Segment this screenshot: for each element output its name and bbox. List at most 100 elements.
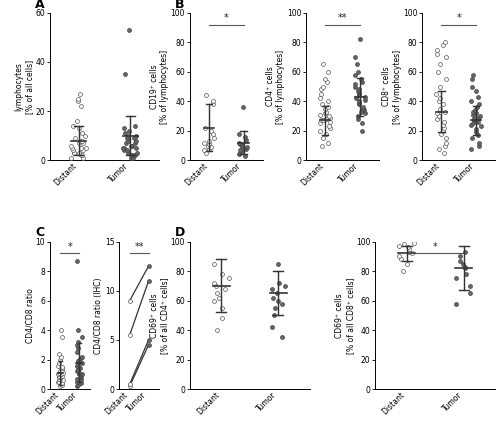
Text: A: A — [35, 0, 44, 11]
Point — [126, 381, 134, 387]
Point — [361, 96, 369, 103]
Point — [274, 297, 281, 304]
Point — [220, 286, 228, 292]
Point — [202, 92, 209, 99]
Point — [78, 359, 86, 366]
Point — [440, 101, 448, 107]
Point — [324, 104, 332, 110]
Point — [318, 117, 326, 124]
Point — [56, 373, 64, 379]
Point — [358, 79, 366, 85]
Point — [460, 265, 468, 272]
Point — [440, 118, 448, 125]
Point — [396, 253, 404, 260]
Point — [210, 297, 218, 304]
Point — [59, 377, 67, 384]
Point — [58, 353, 66, 360]
Point — [405, 245, 413, 252]
Point — [72, 135, 80, 142]
Point — [276, 280, 283, 286]
Point — [470, 120, 478, 127]
Point — [124, 127, 132, 134]
Point — [354, 115, 362, 122]
Point — [470, 117, 478, 124]
Point — [200, 139, 208, 146]
Point — [270, 294, 278, 301]
Point — [126, 297, 134, 304]
Point — [462, 271, 470, 277]
Point — [74, 150, 82, 157]
Point — [355, 92, 363, 99]
Point — [467, 145, 475, 152]
Point — [456, 253, 464, 260]
Point — [408, 250, 416, 257]
Point — [321, 76, 329, 82]
Point — [468, 83, 476, 90]
Point — [67, 142, 75, 149]
Point — [440, 150, 448, 157]
Point — [436, 95, 444, 102]
Point — [282, 283, 290, 289]
Point — [355, 91, 363, 97]
Point — [69, 123, 77, 129]
Point — [322, 110, 330, 116]
Point — [76, 91, 84, 97]
Point — [354, 69, 362, 75]
Point — [76, 374, 84, 381]
Point — [474, 93, 482, 100]
Point — [268, 286, 276, 292]
Point — [460, 248, 468, 255]
Point — [432, 91, 440, 97]
Point — [68, 145, 76, 151]
Point — [403, 260, 411, 267]
Point — [130, 135, 138, 142]
Point — [436, 61, 444, 68]
Point — [436, 83, 444, 90]
Point — [54, 362, 62, 369]
Point — [132, 123, 140, 129]
Point — [74, 371, 82, 378]
Point — [58, 365, 66, 372]
Point — [236, 141, 244, 148]
Point — [434, 69, 442, 75]
Point — [466, 290, 474, 297]
Point — [215, 294, 223, 301]
Point — [74, 96, 82, 102]
Point — [76, 373, 84, 379]
Point — [77, 103, 85, 110]
Point — [236, 150, 244, 157]
Point — [120, 147, 128, 154]
Point — [467, 121, 475, 128]
Point — [225, 275, 233, 282]
Text: *: * — [433, 242, 438, 252]
Point — [144, 277, 152, 284]
Point — [132, 145, 140, 151]
Point — [78, 130, 86, 137]
Point — [355, 101, 363, 107]
Point — [319, 83, 327, 90]
Point — [128, 152, 136, 159]
Point — [324, 98, 332, 104]
Point — [54, 370, 62, 376]
Point — [75, 125, 83, 132]
Point — [78, 137, 86, 144]
Point — [144, 337, 152, 343]
Point — [241, 153, 249, 159]
Point — [234, 151, 242, 158]
Point — [55, 374, 63, 381]
Point — [470, 107, 478, 113]
Point — [144, 341, 152, 348]
Point — [78, 380, 86, 387]
Point — [58, 382, 66, 388]
Point — [474, 114, 482, 121]
Point — [476, 113, 484, 119]
Point — [122, 140, 130, 146]
Text: D: D — [175, 226, 185, 239]
Point — [205, 141, 213, 148]
Point — [80, 140, 88, 146]
Point — [358, 120, 366, 127]
Point — [208, 98, 216, 104]
Point — [433, 46, 441, 53]
Point — [124, 137, 132, 144]
Point — [204, 145, 212, 152]
